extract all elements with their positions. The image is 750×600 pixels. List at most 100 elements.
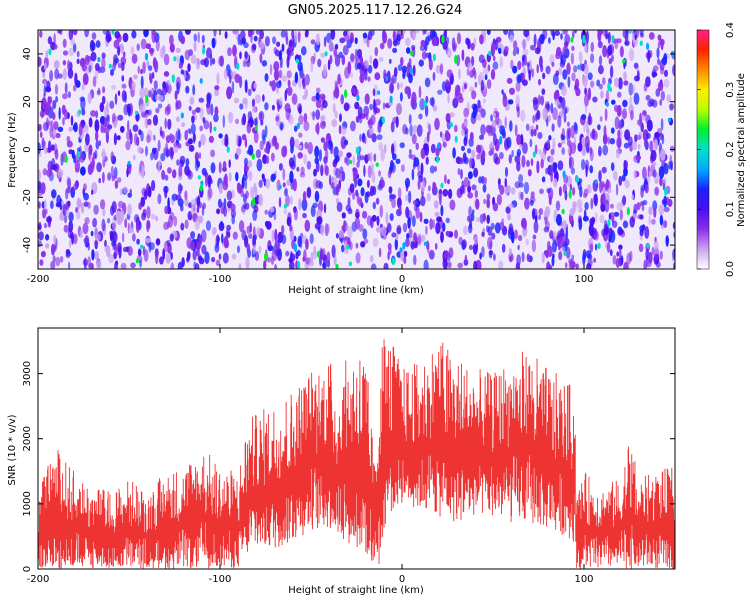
- spectrogram-cell: [271, 104, 275, 111]
- spectrogram-peak: [226, 146, 230, 153]
- spectrogram-peak: [440, 182, 444, 189]
- spectrogram-cell: [350, 120, 356, 132]
- spectrogram-cell: [615, 183, 619, 196]
- spectrogram-peak: [409, 68, 413, 75]
- spectrogram-cell: [521, 54, 526, 62]
- spectrogram-cell: [68, 126, 73, 132]
- spectrogram-cell: [310, 39, 316, 45]
- spectrogram-cell: [137, 146, 143, 154]
- spectrogram-cell: [110, 69, 114, 76]
- spectrogram-cell: [335, 168, 341, 179]
- spectrogram-cell: [540, 158, 544, 169]
- spectrogram-cell: [549, 231, 553, 240]
- spectrogram-cell: [140, 38, 147, 50]
- spectrogram-cell: [304, 31, 308, 38]
- spectrogram-cell: [139, 259, 142, 268]
- spectrogram-cell: [101, 218, 106, 232]
- spectrogram-cell: [413, 254, 417, 266]
- spectrogram-peak: [441, 35, 445, 44]
- spectrogram-cell: [445, 230, 450, 237]
- spectrogram-cell: [164, 106, 170, 116]
- spectrogram-cell: [188, 129, 192, 135]
- colorbar-tick-label: 0.2: [725, 142, 736, 158]
- spectrogram-cell: [302, 94, 307, 100]
- spectrogram-cell: [47, 140, 52, 153]
- spectrogram-peak: [264, 253, 268, 261]
- spectrogram-cell: [653, 240, 659, 250]
- spectrogram-cell: [320, 164, 324, 177]
- spectrogram-peak: [667, 117, 672, 123]
- spectrogram-cell: [252, 244, 257, 255]
- spectrogram-cell: [42, 121, 49, 132]
- spectrogram-cell: [244, 179, 248, 190]
- spectrogram-cell: [639, 225, 645, 233]
- spectrogram-cell: [258, 245, 262, 254]
- spectrogram-cell: [645, 94, 651, 101]
- spectrogram-cell: [190, 54, 197, 64]
- x-tick-label: -100: [209, 274, 232, 285]
- spectrogram-cell: [546, 245, 553, 258]
- spectrogram-cell: [240, 30, 246, 40]
- spectrogram-cell: [447, 178, 450, 185]
- spectrogram-cell: [164, 186, 168, 199]
- spectrogram-cell: [428, 58, 433, 71]
- spectrogram-cell: [552, 30, 555, 41]
- spectrogram-cell: [372, 185, 377, 196]
- spectrogram-cell: [234, 73, 241, 84]
- spectrogram-peak: [423, 100, 427, 108]
- spectrogram-cell: [341, 244, 345, 253]
- spectrogram-cell: [499, 56, 504, 69]
- spectrogram-cell: [232, 44, 237, 57]
- spectrogram-cell: [446, 119, 452, 130]
- spectrogram-cell: [195, 107, 201, 113]
- spectrogram-cell: [590, 197, 594, 210]
- spectrogram-cell: [178, 62, 183, 69]
- spectrogram-cell: [149, 48, 154, 57]
- spectrogram-cell: [314, 145, 320, 158]
- spectrogram-cell: [255, 149, 262, 159]
- y-tick-label: 3000: [22, 361, 33, 386]
- spectrogram-cell: [184, 219, 189, 229]
- spectrogram-cell: [210, 162, 216, 174]
- spectrogram-cell: [469, 131, 474, 142]
- spectrogram-cell: [405, 237, 410, 248]
- spectrogram-peak: [611, 35, 615, 42]
- spectrogram-cell: [590, 53, 595, 64]
- spectrogram-cell: [540, 64, 544, 73]
- spectrogram-cell: [127, 203, 132, 216]
- spectrogram-cell: [356, 161, 360, 168]
- spectrogram-cell: [164, 117, 167, 129]
- spectrogram-cell: [482, 212, 486, 222]
- spectrogram-cell: [298, 132, 303, 138]
- spectrogram-cell: [542, 30, 548, 40]
- spectrogram-cell: [669, 103, 675, 109]
- spectrogram-cell: [290, 161, 296, 170]
- spectrogram-cell: [431, 36, 438, 47]
- spectrogram-cell: [281, 75, 288, 82]
- spectrogram-cell: [369, 254, 374, 263]
- spectrogram-cell: [536, 160, 540, 174]
- spectrogram-cell: [390, 194, 396, 200]
- spectrogram-cell: [44, 145, 48, 155]
- spectrogram-cell: [378, 142, 384, 151]
- spectrogram-cell: [558, 186, 562, 197]
- spectrogram-cell: [486, 193, 491, 200]
- spectrogram-cell: [522, 48, 529, 56]
- spectrogram-cell: [552, 107, 558, 121]
- spectrogram-cell: [618, 244, 623, 250]
- spectrogram-peak: [236, 62, 240, 70]
- spectrogram-peak: [435, 156, 439, 164]
- spectrogram-cell: [561, 85, 567, 96]
- spectrogram-cell: [535, 124, 539, 131]
- spectrogram-cell: [287, 79, 291, 88]
- spectrogram-cell: [211, 37, 216, 49]
- spectrogram-cell: [474, 189, 478, 199]
- spectrogram-cell: [402, 72, 406, 80]
- spectrogram-cell: [121, 83, 127, 89]
- spectrogram-cell: [623, 261, 629, 269]
- spectrogram-cell: [279, 56, 283, 69]
- spectrogram-cell: [141, 165, 145, 179]
- spectrogram-cell: [355, 212, 360, 219]
- spectrogram-cell: [150, 152, 154, 161]
- spectrogram-cell: [457, 262, 464, 269]
